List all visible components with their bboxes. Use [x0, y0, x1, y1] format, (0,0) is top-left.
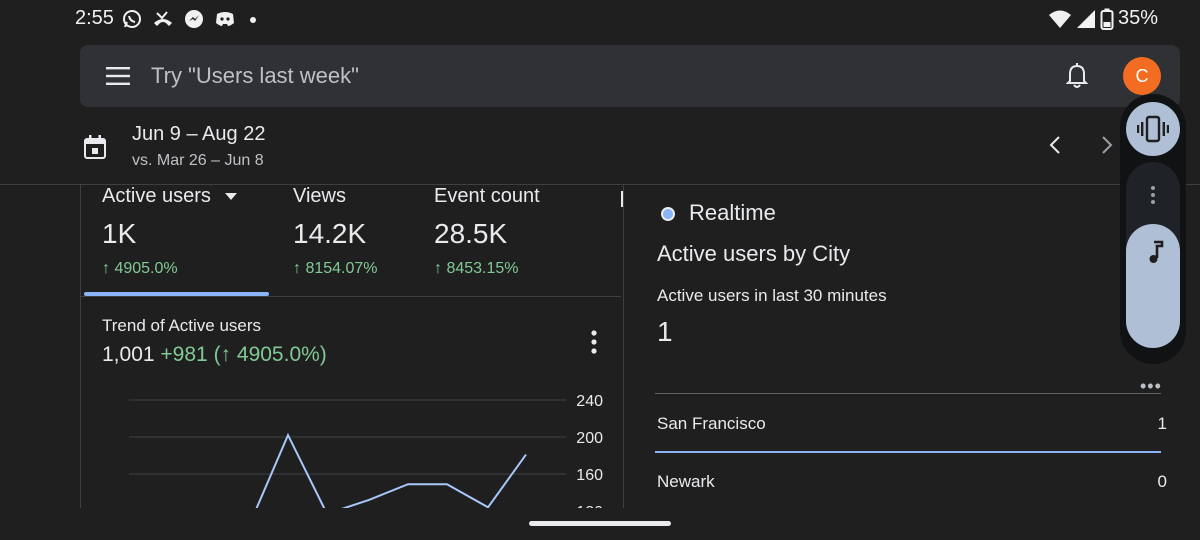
realtime-subtitle: Active users by City: [657, 241, 851, 266]
vibrate-button[interactable]: [1126, 102, 1180, 156]
calendar-icon[interactable]: [84, 135, 106, 159]
city-name: San Francisco: [657, 414, 766, 433]
status-bar: 2:55 35%: [0, 0, 1200, 40]
metric-label: Event count: [434, 185, 540, 207]
metric-label: Views: [293, 185, 346, 207]
menu-icon[interactable]: [106, 67, 130, 85]
metric-change: ↑ 8453.15%: [434, 260, 519, 277]
series-line-active-users: [254, 432, 527, 510]
search-bar[interactable]: Try "Users last week" C: [80, 45, 1180, 107]
drag-handle-icon: [1151, 186, 1155, 204]
city-value: 0: [1157, 472, 1167, 491]
battery-icon: [1100, 8, 1114, 30]
tab-divider: [81, 296, 621, 297]
city-bar: [655, 451, 1161, 453]
status-time: 2:55: [75, 7, 114, 29]
caret-down-icon[interactable]: [224, 192, 237, 201]
y-tick-label: 240: [576, 393, 603, 410]
realtime-value: 1: [657, 316, 673, 347]
metric-tab-views[interactable]: Views 14.2K ↑ 8154.07%: [293, 185, 378, 278]
missed-call-icon: [154, 11, 172, 26]
y-tick-label: 160: [576, 467, 603, 484]
media-volume-slider[interactable]: [1126, 224, 1180, 348]
avatar[interactable]: C: [1123, 57, 1161, 95]
home-gesture-handle[interactable]: [529, 521, 671, 526]
realtime-title: Realtime: [689, 200, 776, 225]
overview-card: Active users 1K ↑ 4905.0% Views 14.2K ↑ …: [80, 185, 1180, 510]
more-horiz-icon[interactable]: •••: [1140, 376, 1162, 396]
trend-title: Trend of Active users: [102, 316, 262, 335]
bell-icon[interactable]: [1066, 63, 1088, 89]
whatsapp-icon: [123, 10, 141, 28]
active-tab-indicator: [84, 292, 269, 296]
trend-line-chart: 240 200 160 120: [129, 393, 603, 510]
card-divider: [623, 185, 624, 510]
trend-summary: 1,001 +981 (↑ 4905.0%): [102, 343, 327, 367]
messenger-icon: [185, 10, 203, 28]
metric-value: 28.5K: [434, 218, 508, 249]
metric-tab-event-count[interactable]: Event count 28.5K ↑ 8453.15%: [434, 185, 540, 278]
more-vert-icon[interactable]: [591, 330, 597, 354]
realtime-label: Active users in last 30 minutes: [657, 286, 887, 305]
discord-icon: [216, 12, 234, 26]
y-tick-label: 120: [576, 504, 603, 510]
realtime-divider: [655, 393, 1161, 394]
floating-media-panel[interactable]: [1120, 94, 1186, 364]
trend-value: 1,001: [102, 343, 155, 366]
search-input[interactable]: Try "Users last week": [151, 63, 359, 88]
battery-level: 35%: [1117, 7, 1158, 29]
realtime-dot-icon: [661, 207, 675, 221]
trend-percent: (↑ 4905.0%): [213, 343, 327, 366]
metric-change: ↑ 4905.0%: [102, 260, 178, 277]
wifi-icon: [1048, 10, 1071, 28]
metric-value: 14.2K: [293, 218, 367, 249]
chevron-left-icon[interactable]: [1048, 135, 1062, 155]
metric-change: ↑ 8154.07%: [293, 260, 378, 277]
vibrate-icon: [1137, 115, 1169, 143]
date-range-comparison: vs. Mar 26 – Jun 8: [132, 152, 264, 169]
metric-value: 1K: [102, 218, 137, 249]
date-range-main[interactable]: Jun 9 – Aug 22: [132, 123, 266, 145]
trend-delta: +981: [160, 343, 208, 366]
music-note-icon: [1149, 240, 1164, 263]
date-range-bar[interactable]: Jun 9 – Aug 22 vs. Mar 26 – Jun 8: [0, 107, 1200, 185]
signal-icon: [1076, 9, 1095, 28]
y-tick-label: 200: [576, 430, 603, 447]
metric-tab-active-users[interactable]: Active users 1K ↑ 4905.0%: [102, 185, 237, 278]
chevron-right-icon[interactable]: [1100, 135, 1114, 155]
city-value: 1: [1157, 414, 1167, 433]
truncated-tab-indicator: [621, 191, 623, 207]
metric-label: Active users: [102, 185, 211, 207]
dot-icon: [250, 17, 256, 23]
city-name: Newark: [657, 472, 715, 491]
